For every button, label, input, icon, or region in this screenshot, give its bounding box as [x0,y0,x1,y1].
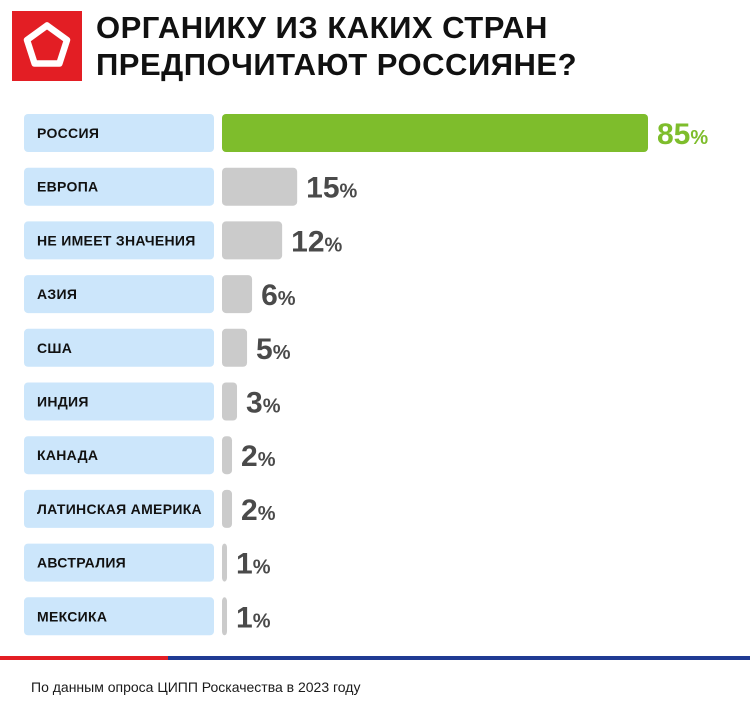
value-label: 5% [256,333,291,366]
bar-row: АЗИЯ 6% [24,275,296,314]
category-label-box [24,543,214,582]
bar-row: АВСТРАЛИЯ 1% [24,543,271,582]
category-label: МЕКСИКА [37,608,107,624]
title-line-2: ПРЕДПОЧИТАЮТ РОССИЯНЕ? [96,47,578,82]
title-line-1: ОРГАНИКУ ИЗ КАКИХ СТРАН [96,10,548,45]
value-label: 85% [657,118,708,151]
value-label: 15% [306,172,357,205]
category-label: АЗИЯ [37,286,77,302]
bar [222,597,228,636]
value-label: 12% [291,225,342,258]
bar [222,275,253,314]
pentagon-logo-icon [12,11,82,81]
category-label-box [24,489,214,528]
bar-row: ЕВРОПА 15% [24,167,358,206]
category-label-box [24,114,214,152]
bar [222,221,283,260]
category-label: ЕВРОПА [37,179,98,195]
category-label: США [37,340,72,356]
category-label: ИНДИЯ [37,394,89,410]
bar [222,489,233,528]
category-label-box [24,597,214,636]
category-label-box [24,167,214,206]
source-note: По данным опроса ЦИПП Роскачества в 2023… [31,679,361,695]
category-label-box [24,328,214,367]
logo [12,11,82,81]
bar-row: КАНАДА 2% [24,436,276,475]
category-label: РОССИЯ [37,125,99,141]
bar [222,114,648,152]
bar-row: РОССИЯ 85% [24,114,708,152]
pentagon-shape [23,22,71,67]
footer-divider-red [0,656,168,660]
bar-row: ИНДИЯ 3% [24,382,281,421]
bar [222,436,233,475]
value-label: 6% [261,279,296,312]
footer-divider-blue [168,656,750,660]
value-label: 2% [241,494,276,527]
bar-row: ЛАТИНСКАЯ АМЕРИКА 2% [24,489,276,528]
bar [222,382,238,421]
category-label-box [24,382,214,421]
bar [222,167,298,206]
category-label: НЕ ИМЕЕТ ЗНАЧЕНИЯ [37,232,196,248]
bar-row: МЕКСИКА 1% [24,597,271,636]
category-label: АВСТРАЛИЯ [37,555,126,571]
page-title: ОРГАНИКУ ИЗ КАКИХ СТРАН ПРЕДПОЧИТАЮТ РОС… [96,9,736,83]
value-label: 1% [236,548,271,581]
category-label-box [24,275,214,314]
bar-row: США 5% [24,328,291,367]
category-label-box [24,436,214,475]
value-label: 1% [236,601,271,634]
category-label-box [24,221,214,260]
value-label: 3% [246,387,281,420]
category-label: КАНАДА [37,447,98,463]
bar [222,328,248,367]
bar [222,543,228,582]
value-label: 2% [241,440,276,473]
category-label: ЛАТИНСКАЯ АМЕРИКА [37,501,202,517]
bar-row: НЕ ИМЕЕТ ЗНАЧЕНИЯ 12% [24,221,343,260]
